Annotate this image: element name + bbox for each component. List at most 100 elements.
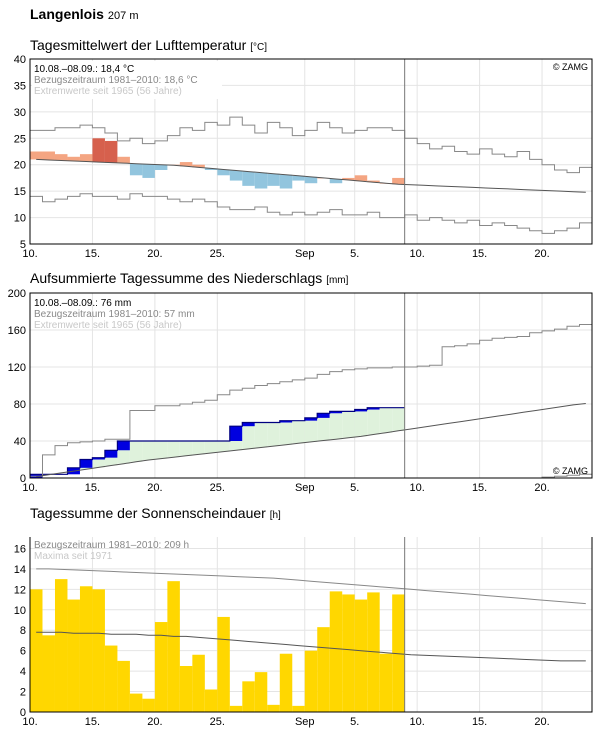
rain-xtick-label: 10. <box>22 482 37 494</box>
temp-xtick-label: 25. <box>210 248 225 260</box>
temp-info-line: 10.08.–08.09.: 18,4 °C <box>34 64 134 75</box>
rain-surplus-fill <box>217 441 230 452</box>
sun-bar <box>292 705 305 712</box>
sunshine-title: Tagessumme der Sonnenscheindauer [h] <box>30 505 281 521</box>
sun-ytick-label: 0 <box>20 707 26 719</box>
rain-min-line <box>30 473 592 479</box>
temperature-title: Tagesmittelwert der Lufttemperatur [°C] <box>30 37 267 53</box>
temp-xtick-label: 10. <box>22 248 37 260</box>
temp-anomaly-cool <box>154 164 168 170</box>
temp-info-line: Extremwerte seit 1965 (56 Jahre) <box>34 86 182 97</box>
sun-ytick-label: 10 <box>14 605 26 617</box>
rain-ytick-label: 80 <box>14 399 26 411</box>
precipitation-title-text: Aufsummierte Tagessumme des Niederschlag… <box>30 270 323 286</box>
temp-xtick-label: 5. <box>350 248 359 260</box>
sun-bar <box>167 581 180 712</box>
rain-surplus-fill <box>279 420 293 445</box>
temp-anomaly-warm <box>79 154 93 162</box>
rain-normal-line <box>36 403 586 478</box>
sun-xtick-label: Sep <box>295 716 315 728</box>
rain-daily-increment <box>104 450 118 458</box>
sun-bar <box>129 693 143 712</box>
rain-surplus-fill <box>267 422 280 447</box>
rain-xtick-label: 10. <box>410 482 425 494</box>
sun-bar <box>317 627 330 712</box>
sun-xtick-label: 25. <box>210 716 225 728</box>
sun-ytick-label: 6 <box>20 646 26 658</box>
station-header: Langenlois 207 m <box>30 6 138 22</box>
rain-surplus-fill <box>254 422 268 448</box>
temp-ytick-label: 40 <box>14 54 26 66</box>
temp-ytick-label: 10 <box>14 213 26 225</box>
rain-surplus-fill <box>167 441 180 458</box>
sun-bar <box>142 698 155 712</box>
temp-anomaly-warm <box>117 156 130 164</box>
temp-anomaly-cool <box>217 169 230 176</box>
temp-normal-line <box>36 158 586 193</box>
rain-xtick-label: 15. <box>472 482 487 494</box>
sun-bar <box>354 599 368 712</box>
rain-info-line: 10.08.–08.09.: 76 mm <box>34 298 131 309</box>
rain-xtick-label: 20. <box>534 482 549 494</box>
temp-xtick-label: 10. <box>410 248 425 260</box>
precipitation-unit: [mm] <box>326 275 349 286</box>
rain-surplus-fill <box>292 420 305 444</box>
sun-bar <box>304 650 318 712</box>
temp-anomaly-cool <box>242 171 255 186</box>
sun-bar <box>342 594 355 712</box>
temp-anomaly-cool <box>254 172 268 189</box>
temp-anomaly-warm <box>354 175 368 182</box>
rain-daily-increment <box>229 426 243 441</box>
sun-bar <box>204 689 218 712</box>
sun-bar <box>267 704 280 712</box>
precipitation-title: Aufsummierte Tagessumme des Niederschlag… <box>30 270 348 286</box>
sun-xtick-label: 5. <box>350 716 359 728</box>
sun-credit: © ZAMG <box>553 537 588 539</box>
station-name: Langenlois <box>30 6 104 22</box>
rain-plot-frame <box>29 292 593 479</box>
temp-anomaly-warm <box>42 151 55 160</box>
temp-anomaly-cool <box>129 163 143 176</box>
sun-xtick-label: 15. <box>472 716 487 728</box>
temp-anomaly-cool <box>292 175 305 181</box>
temp-anomaly-warm <box>92 138 105 163</box>
rain-credit: © ZAMG <box>553 466 588 476</box>
station-elevation: 207 m <box>107 10 139 22</box>
temp-ytick-label: 30 <box>14 107 26 119</box>
temperature-unit: [°C] <box>250 42 267 53</box>
temp-anomaly-cool <box>267 173 280 186</box>
sun-bar <box>79 586 93 712</box>
sun-bar <box>67 599 80 712</box>
rain-ytick-label: 120 <box>8 362 26 374</box>
sun-bar <box>104 645 118 712</box>
rain-daily-increment <box>317 413 330 418</box>
sun-bar <box>117 660 130 712</box>
sun-bar <box>242 681 255 712</box>
temp-xtick-label: 15. <box>472 248 487 260</box>
sun-info-line: Bezugszeitraum 1981–2010: 209 h <box>34 540 189 551</box>
temp-anomaly-cool <box>229 170 243 181</box>
sun-bar <box>229 705 243 712</box>
sun-xtick-label: 10. <box>22 716 37 728</box>
sun-ytick-label: 4 <box>20 666 26 678</box>
temp-anomaly-warm <box>367 180 380 183</box>
rain-xtick-label: 25. <box>210 482 225 494</box>
temp-anomaly-warm <box>392 177 405 185</box>
temp-anomaly-warm <box>54 154 68 161</box>
temp-anomaly-cool <box>204 168 218 170</box>
temp-info-bg <box>32 61 222 99</box>
sun-bar <box>279 653 293 712</box>
rain-daily-increment <box>242 422 255 427</box>
sun-ytick-label: 14 <box>14 564 26 576</box>
temp-xtick-label: 20. <box>534 248 549 260</box>
temperature-chart: 5 10 15 20 25 30 35 40 10. 15. 20. 25. Sep 5. 10. 15. 20… <box>14 54 593 260</box>
temp-anomaly-warm <box>104 140 118 163</box>
sun-normal-line <box>36 631 586 662</box>
sun-ytick-label: 16 <box>14 543 26 555</box>
rain-surplus-fill <box>317 413 330 441</box>
temp-anomaly-warm <box>342 177 355 181</box>
sun-bar <box>42 635 55 712</box>
temp-anomaly-warm <box>30 151 43 160</box>
temp-ytick-label: 20 <box>14 160 26 172</box>
sun-max-line <box>36 568 586 605</box>
